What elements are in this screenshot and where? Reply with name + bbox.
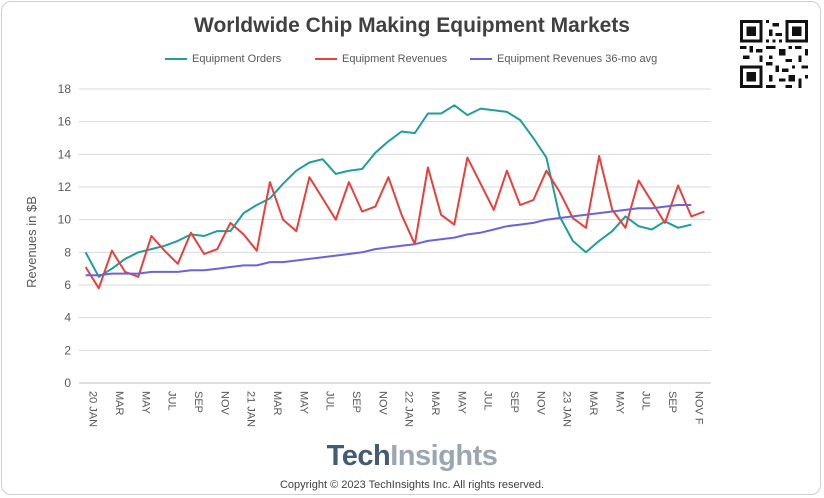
y-tick-label: 4 [64, 311, 71, 325]
x-tick-label: MAR [271, 391, 283, 416]
y-tick-labels: 0 2 4 6 8 10 12 14 16 18 [58, 82, 72, 390]
x-tick-label: NOV [534, 391, 546, 416]
legend-item-orders: Equipment Orders [165, 53, 281, 65]
series-orders-line [84, 104, 692, 278]
y-axis-label: Revenues in $B [24, 196, 39, 288]
series-lines [84, 104, 705, 290]
x-tick-label: MAR [587, 391, 599, 416]
copyright-text: Copyright © 2023 TechInsights Inc. All r… [279, 479, 545, 491]
techinsights-logo: TechInsights [0, 440, 824, 473]
legend-item-revenues: Equipment Revenues [315, 53, 447, 65]
logo-tech: Tech [326, 440, 391, 472]
x-tick-label: 22 JAN [403, 391, 415, 427]
x-tick-label: JUL [640, 391, 652, 411]
chart-title: Worldwide Chip Making Equipment Markets [194, 14, 630, 37]
legend-swatch-orders [165, 58, 187, 60]
x-tick-label: NOV F [692, 391, 704, 425]
x-tick-label: MAY [613, 391, 625, 415]
legend-swatch-revenues [315, 58, 337, 60]
x-tick-label: SEP [192, 391, 204, 413]
x-tick-label: 23 JAN [561, 391, 573, 427]
y-tick-label: 0 [64, 376, 71, 390]
y-tick-label: 8 [64, 245, 71, 259]
x-tick-label: NOV [218, 391, 230, 416]
x-tick-label: JUL [166, 391, 178, 411]
legend-label-orders: Equipment Orders [192, 53, 282, 65]
x-tick-labels: 20 JAN MAR MAY JUL SEP NOV 21 JAN MAR MAY JUL SEP N… [87, 391, 705, 427]
qr-code-icon [740, 20, 808, 88]
y-tick-label: 6 [64, 278, 71, 292]
y-tick-label: 14 [58, 147, 72, 161]
x-tick-label: MAY [139, 391, 151, 415]
y-tick-label: 2 [64, 343, 71, 357]
x-tick-label: SEP [350, 391, 362, 413]
x-tick-label: MAR [113, 391, 125, 416]
x-tick-label: 21 JAN [245, 391, 257, 427]
y-tick-label: 10 [58, 213, 72, 227]
x-tick-label: 20 JAN [87, 391, 99, 427]
y-tick-label: 18 [58, 82, 72, 96]
x-tick-label: JUL [482, 391, 494, 411]
legend-label-revenues: Equipment Revenues [342, 53, 448, 65]
logo-insights: Insights [390, 440, 498, 472]
x-tick-label: MAY [297, 391, 309, 415]
series-revenues-line [84, 155, 705, 290]
x-tick-label: MAR [429, 391, 441, 416]
y-tick-label: 12 [58, 180, 72, 194]
x-tick-label: JUL [324, 391, 336, 411]
x-tick-label: MAY [455, 391, 467, 415]
legend-item-avg: Equipment Revenues 36-mo avg [470, 53, 657, 65]
y-tick-label: 16 [58, 115, 72, 129]
series-avg-line [85, 204, 692, 277]
x-tick-label: SEP [666, 391, 678, 413]
x-tick-label: SEP [508, 391, 520, 413]
legend-label-avg: Equipment Revenues 36-mo avg [497, 53, 658, 65]
x-tick-label: NOV [376, 391, 388, 416]
legend-swatch-avg [470, 58, 492, 60]
grid-lines [79, 88, 711, 384]
